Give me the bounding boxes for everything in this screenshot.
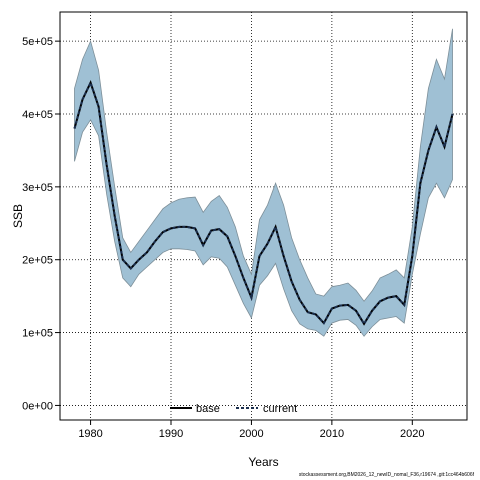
y-tick-label: 4e+05 bbox=[22, 109, 53, 121]
confidence-band-group bbox=[74, 28, 453, 337]
y-axis: 0e+00 1e+05 2e+05 3e+05 4e+05 5e+05 bbox=[22, 36, 60, 412]
series-line-current bbox=[73, 80, 454, 326]
confidence-band bbox=[74, 28, 453, 337]
legend: base current bbox=[170, 403, 297, 415]
x-tick-label: 2010 bbox=[320, 428, 344, 440]
x-axis-title: Years bbox=[248, 455, 278, 469]
legend-base-label: base bbox=[196, 403, 220, 415]
y-tick-label: 1e+05 bbox=[22, 328, 53, 340]
x-axis: 1980 1990 2000 2010 2020 bbox=[78, 420, 425, 440]
series-lines bbox=[73, 80, 454, 326]
y-tick-label: 0e+00 bbox=[22, 400, 53, 412]
plot-frame bbox=[59, 11, 468, 421]
x-tick-label: 2020 bbox=[400, 428, 424, 440]
x-tick-label: 1990 bbox=[159, 428, 183, 440]
y-axis-title: SSB bbox=[11, 204, 25, 228]
source-footnote: stockassessment.org,BM2026_12_newID_noma… bbox=[298, 472, 474, 478]
legend-current-label: current bbox=[263, 403, 297, 415]
y-tick-label: 3e+05 bbox=[22, 182, 53, 194]
y-tick-label: 5e+05 bbox=[22, 36, 53, 48]
x-tick-label: 2000 bbox=[239, 428, 263, 440]
y-tick-label: 2e+05 bbox=[22, 255, 53, 267]
x-tick-label: 1980 bbox=[78, 428, 102, 440]
